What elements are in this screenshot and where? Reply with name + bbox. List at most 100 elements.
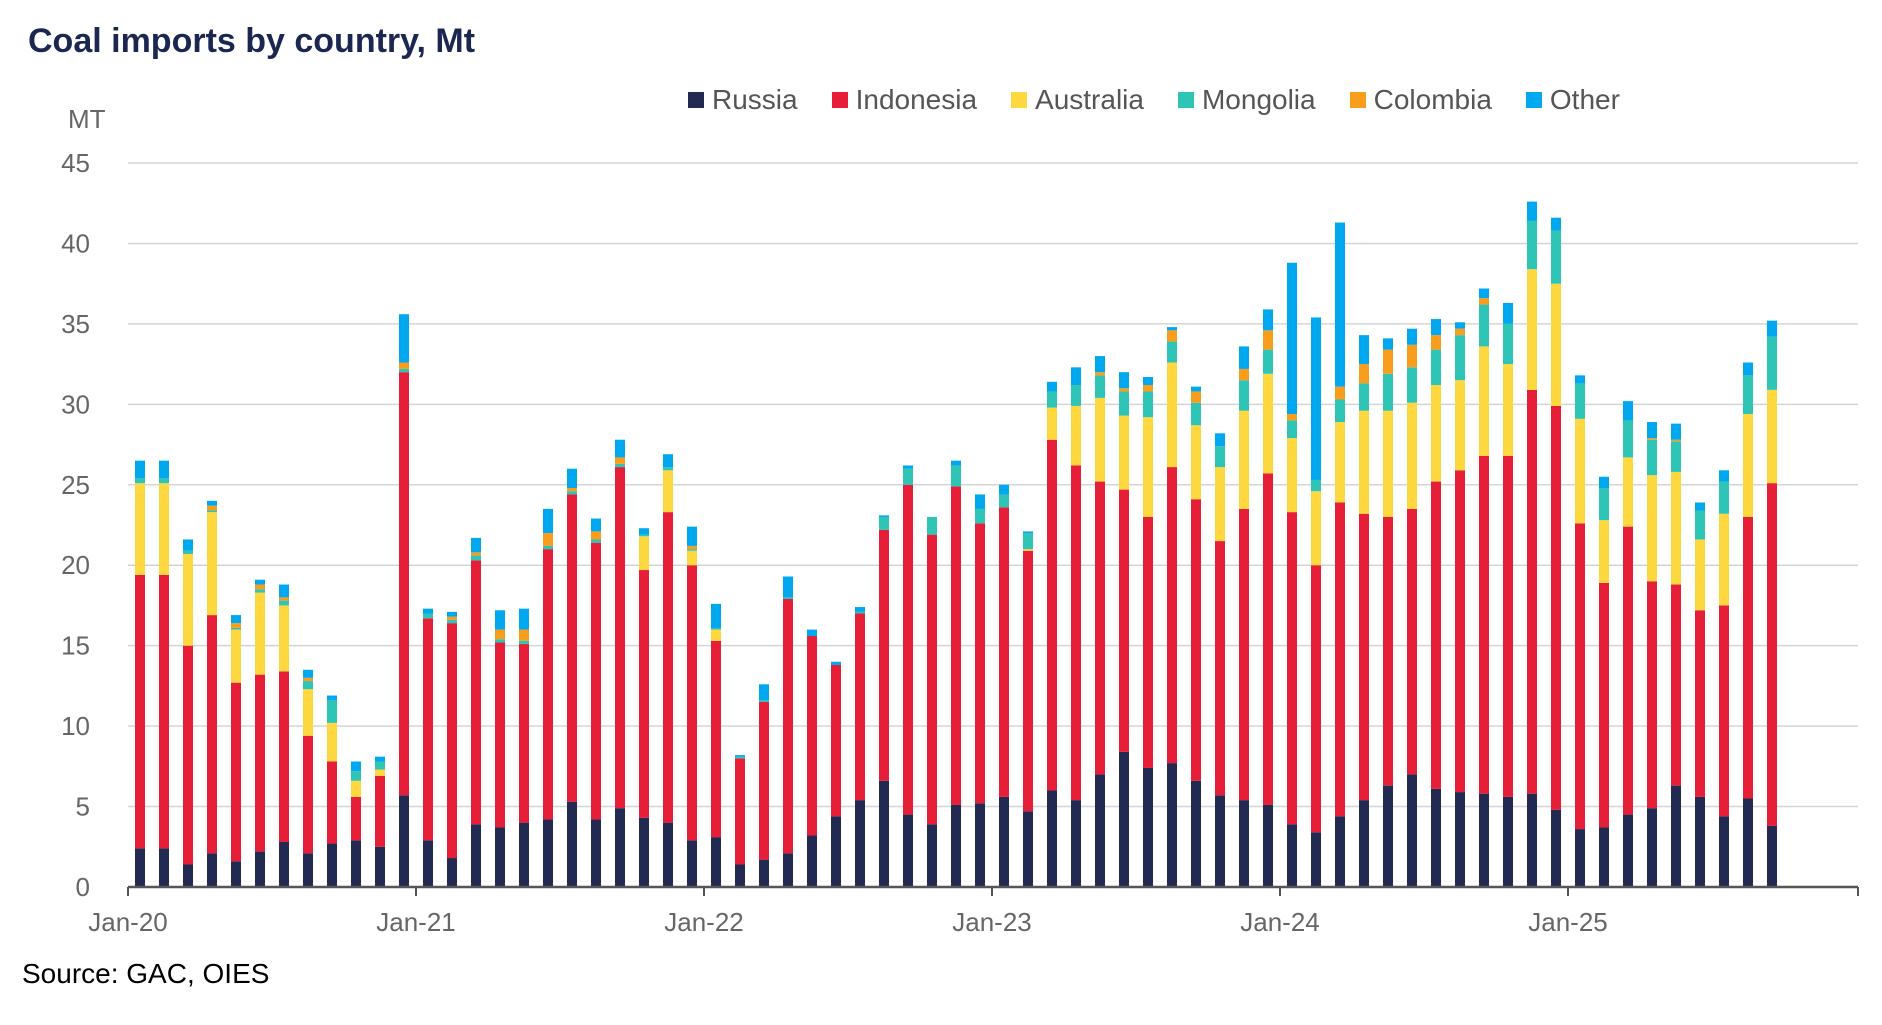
bar-segment-russia: [1575, 829, 1585, 887]
x-tick-label: Jan-21: [376, 907, 456, 937]
bar-segment-mongolia: [255, 589, 265, 593]
bar-segment-russia: [1311, 832, 1321, 887]
source-note: Source: GAC, OIES: [22, 958, 270, 989]
bar-segment-other: [879, 515, 889, 517]
bar-segment-other: [183, 539, 193, 551]
legend-item-mongolia: Mongolia: [1177, 84, 1316, 116]
bar-segment-indonesia: [1647, 581, 1657, 809]
bar-segment-mongolia: [135, 478, 145, 484]
bar-segment-other: [1599, 476, 1609, 488]
bar-segment-colombia: [1647, 438, 1657, 440]
bar-segment-other: [1455, 322, 1465, 329]
chart-title: Coal imports by country, Mt: [28, 22, 476, 60]
bar-segment-indonesia: [951, 486, 961, 805]
bar-segment-colombia: [471, 552, 481, 556]
bar-segment-indonesia: [1215, 541, 1225, 796]
bar-segment-russia: [807, 835, 817, 887]
bar-segment-australia: [1743, 413, 1753, 517]
legend-label: Other: [1549, 84, 1620, 115]
bar-segment-other: [1167, 327, 1177, 331]
bar-segment-indonesia: [687, 565, 697, 841]
bar-segment-other: [1431, 319, 1441, 336]
bar-segment-russia: [231, 861, 241, 887]
bar-segment-colombia: [1479, 298, 1489, 305]
bar-segment-mongolia: [1047, 391, 1057, 408]
bar-segment-russia: [543, 819, 553, 887]
y-tick-label: 30: [61, 389, 90, 419]
bar-segment-indonesia: [831, 664, 841, 817]
bar-segment-australia: [1119, 415, 1129, 490]
bar-segment-other: [1359, 335, 1369, 365]
bar-segment-mongolia: [1743, 375, 1753, 414]
bar-segment-other: [375, 756, 385, 762]
bar-segment-mongolia: [1143, 391, 1153, 418]
bar-segment-indonesia: [447, 623, 457, 859]
bar-segment-colombia: [1455, 328, 1465, 336]
bar-segment-mongolia: [1599, 487, 1609, 521]
bar-segment-australia: [303, 689, 313, 736]
bar-segment-indonesia: [1551, 405, 1561, 810]
bar-segment-indonesia: [159, 574, 169, 849]
bar-segment-mongolia: [1383, 373, 1393, 411]
bar-segment-other: [1071, 367, 1081, 386]
bar-segment-indonesia: [927, 534, 937, 825]
bar-segment-indonesia: [1407, 508, 1417, 775]
bar-segment-russia: [1071, 800, 1081, 887]
bar-segment-russia: [1599, 827, 1609, 887]
bar-segment-russia: [999, 796, 1009, 887]
bar-segment-australia: [1719, 513, 1729, 606]
legend-swatch: [1177, 92, 1194, 108]
bar-segment-indonesia: [1023, 550, 1033, 812]
bar-segment-indonesia: [1431, 481, 1441, 789]
bar-segment-other: [1023, 531, 1033, 534]
bar-segment-colombia: [519, 629, 529, 641]
bar-segment-other: [903, 465, 913, 469]
bar-segment-indonesia: [231, 682, 241, 862]
bar-segment-indonesia: [1287, 512, 1297, 825]
legend-label: Russia: [712, 84, 798, 115]
bar-segment-indonesia: [183, 645, 193, 865]
bar-segment-other: [1263, 309, 1273, 331]
bar-segment-mongolia: [1431, 349, 1441, 386]
bar-segment-australia: [639, 536, 649, 571]
bar-segment-russia: [1503, 796, 1513, 887]
legend-item-russia: Russia: [688, 84, 798, 116]
bar-segment-indonesia: [1095, 481, 1105, 775]
bar-segment-russia: [615, 808, 625, 887]
bar-segment-russia: [639, 817, 649, 887]
bar-segment-indonesia: [1767, 483, 1777, 826]
bar-segment-other: [1143, 376, 1153, 386]
bar-segment-indonesia: [1599, 582, 1609, 828]
bar-segment-colombia: [1359, 364, 1369, 384]
bar-segment-mongolia: [567, 491, 577, 495]
bar-segment-russia: [447, 858, 457, 887]
bar-segment-colombia: [1191, 391, 1201, 403]
legend-label: Australia: [1035, 84, 1144, 115]
bar-segment-other: [1671, 423, 1681, 440]
bar-segment-australia: [1143, 417, 1153, 517]
bar-segment-other: [759, 684, 769, 701]
bar-segment-mongolia: [207, 510, 217, 513]
bar-segment-other: [231, 615, 241, 624]
bar-segment-russia: [975, 803, 985, 887]
bar-segment-mongolia: [1311, 479, 1321, 492]
bar-segment-mongolia: [1503, 323, 1513, 365]
bar-segment-mongolia: [711, 627, 721, 630]
bar-segment-australia: [135, 483, 145, 575]
bar-segment-mongolia: [1263, 349, 1273, 374]
bar-segment-australia: [1551, 283, 1561, 406]
bar-segment-indonesia: [567, 494, 577, 802]
bar-segment-mongolia: [975, 508, 985, 524]
bar-segment-other: [1119, 372, 1129, 389]
bar-segment-indonesia: [1503, 455, 1513, 797]
bar-segment-other: [1287, 262, 1297, 414]
bar-segment-russia: [279, 841, 289, 887]
bar-segment-other: [1407, 328, 1417, 345]
bar-segment-russia: [1287, 824, 1297, 887]
bar-segment-mongolia: [1647, 439, 1657, 476]
bar-segment-russia: [1623, 814, 1633, 887]
bar-segment-australia: [207, 512, 217, 616]
bar-segment-russia: [879, 780, 889, 887]
bar-segment-russia: [951, 804, 961, 887]
bar-segment-australia: [1527, 269, 1537, 390]
